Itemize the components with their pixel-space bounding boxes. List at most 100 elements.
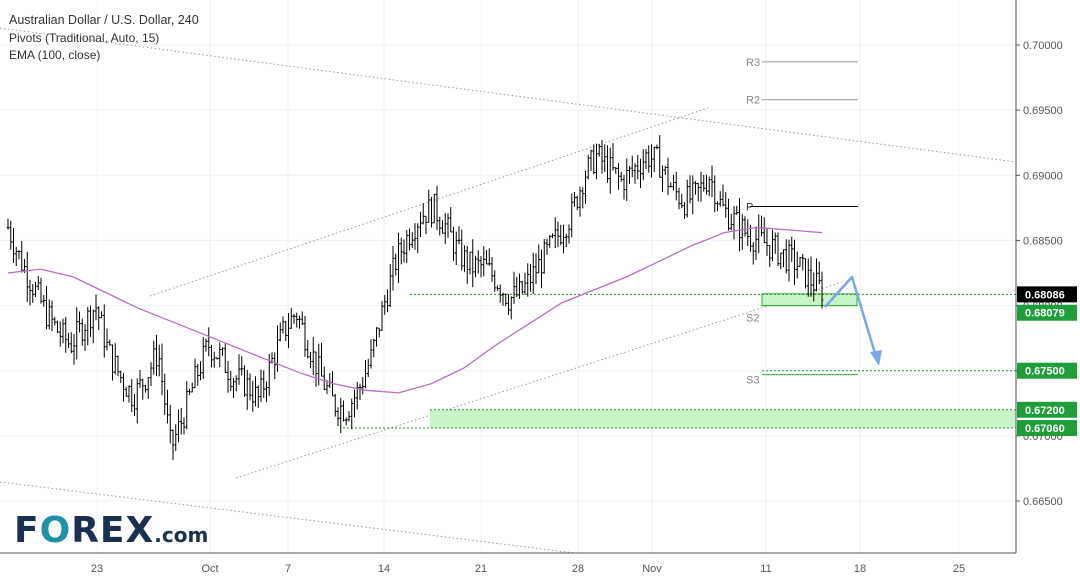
- ohlc-bar: [556, 221, 560, 247]
- ohlc-bar: [600, 139, 604, 174]
- ohlc-bar: [179, 407, 183, 435]
- ohlc-bar: [548, 234, 552, 248]
- ohlc-bar: [83, 324, 87, 351]
- ohlc-bar: [42, 294, 46, 307]
- ohlc-bar: [512, 271, 516, 304]
- ohlc-bar: [757, 214, 761, 254]
- price-badge-67060-bg: [1017, 420, 1077, 437]
- ohlc-bar: [606, 145, 609, 183]
- ohlc-bar: [328, 373, 332, 389]
- time-tick-label: Nov: [642, 563, 662, 575]
- ohlc-bar: [798, 257, 802, 267]
- ohlc-bar: [284, 321, 288, 341]
- ohlc-bar: [573, 192, 576, 207]
- ohlc-bar: [559, 224, 563, 246]
- ohlc-bar: [751, 242, 755, 265]
- pivots-indicator-label[interactable]: Pivots (Traditional, Auto, 15): [9, 31, 160, 45]
- ohlc-bar: [460, 229, 464, 271]
- ohlc-bar: [762, 217, 766, 244]
- ohlc-bar: [727, 198, 730, 231]
- ohlc-bar: [350, 398, 354, 430]
- ohlc-bar: [141, 378, 145, 400]
- ohlc-bar: [168, 404, 172, 444]
- ohlc-bar: [438, 216, 442, 236]
- ohlc-bar: [575, 195, 579, 211]
- ohlc-bar: [89, 305, 92, 337]
- ohlc-bar: [735, 205, 739, 215]
- ohlc-bar: [111, 344, 114, 381]
- ohlc-bar: [702, 174, 706, 192]
- ohlc-bar: [677, 187, 681, 210]
- ohlc-bar: [34, 281, 37, 297]
- ohlc-bar: [518, 273, 521, 299]
- ohlc-bar: [581, 187, 585, 209]
- ohlc-bar: [182, 417, 186, 435]
- price-badge-68079-bg: [1017, 304, 1077, 321]
- ohlc-bar: [793, 239, 796, 285]
- ohlc-bar: [526, 263, 530, 297]
- pivot-label-r3: R3: [746, 57, 760, 69]
- ohlc-bar: [529, 264, 532, 292]
- price-badge-67500-bg: [1017, 362, 1077, 379]
- ohlc-bar: [86, 306, 90, 346]
- ohlc-bar: [430, 197, 433, 228]
- ohlc-bar: [408, 228, 411, 251]
- ohlc-bar: [240, 356, 244, 376]
- ohlc-bar: [69, 332, 73, 354]
- ohlc-bar: [482, 246, 486, 277]
- ohlc-bar: [383, 294, 387, 315]
- ohlc-bar: [721, 184, 725, 207]
- ohlc-bar: [457, 226, 461, 245]
- ema-indicator-label[interactable]: EMA (100, close): [9, 48, 101, 62]
- ohlc-bar: [501, 292, 505, 306]
- pivot-levels: R3 R2 P S2 S3: [746, 57, 858, 387]
- ohlc-bar: [534, 253, 538, 285]
- ohlc-bar: [806, 258, 810, 297]
- ohlc-bar: [243, 365, 246, 397]
- ohlc-bar: [740, 213, 744, 250]
- ohlc-bar: [174, 424, 178, 451]
- ohlc-bar: [633, 163, 637, 184]
- forecast-arrow-head: [870, 350, 882, 366]
- ohlc-bar: [592, 144, 596, 175]
- ohlc-bar: [537, 244, 541, 274]
- ohlc-bar: [262, 370, 266, 399]
- time-tick-label: 21: [475, 563, 487, 575]
- ohlc-bar: [724, 191, 728, 218]
- pivot-label-s2: S2: [746, 313, 759, 325]
- support-zone-lower: [430, 409, 1016, 429]
- price-badge-67500-text: 0.67500: [1025, 366, 1065, 378]
- ohlc-bar: [380, 301, 384, 331]
- ohlc-bar: [289, 307, 293, 330]
- ohlc-bar: [441, 220, 444, 234]
- forecast-arrow: [824, 275, 882, 366]
- ohlc-bar: [641, 149, 645, 181]
- ohlc-bar: [119, 370, 123, 384]
- support-zone-upper: [761, 293, 858, 307]
- ohlc-bar: [314, 351, 318, 387]
- ohlc-bar: [639, 158, 642, 189]
- ohlc-bar: [804, 258, 807, 289]
- ohlc-bar: [449, 207, 453, 233]
- ohlc-bar: [597, 143, 601, 157]
- ohlc-bar: [295, 312, 299, 328]
- ohlc-bar: [122, 373, 125, 402]
- price-badge-67060: 0.67060: [1017, 420, 1077, 437]
- ohlc-bar: [72, 333, 76, 365]
- ohlc-bar: [779, 252, 783, 269]
- ohlc-bar: [413, 223, 417, 250]
- ohlc-bar: [474, 255, 477, 278]
- time-tick-label: 11: [760, 563, 771, 575]
- ohlc-bar: [531, 252, 535, 294]
- ohlc-bar: [625, 158, 629, 202]
- ohlc-bar: [78, 311, 81, 333]
- ohlc-bar: [553, 217, 557, 249]
- current-price-badge-text: 0.68086: [1025, 289, 1065, 301]
- ohlc-bar: [58, 321, 62, 347]
- ohlc-bar: [661, 165, 664, 193]
- ohlc-bar: [185, 381, 189, 430]
- ohlc-bar: [218, 342, 222, 368]
- ohlc-bar: [322, 366, 326, 391]
- ohlc-bar: [201, 336, 205, 379]
